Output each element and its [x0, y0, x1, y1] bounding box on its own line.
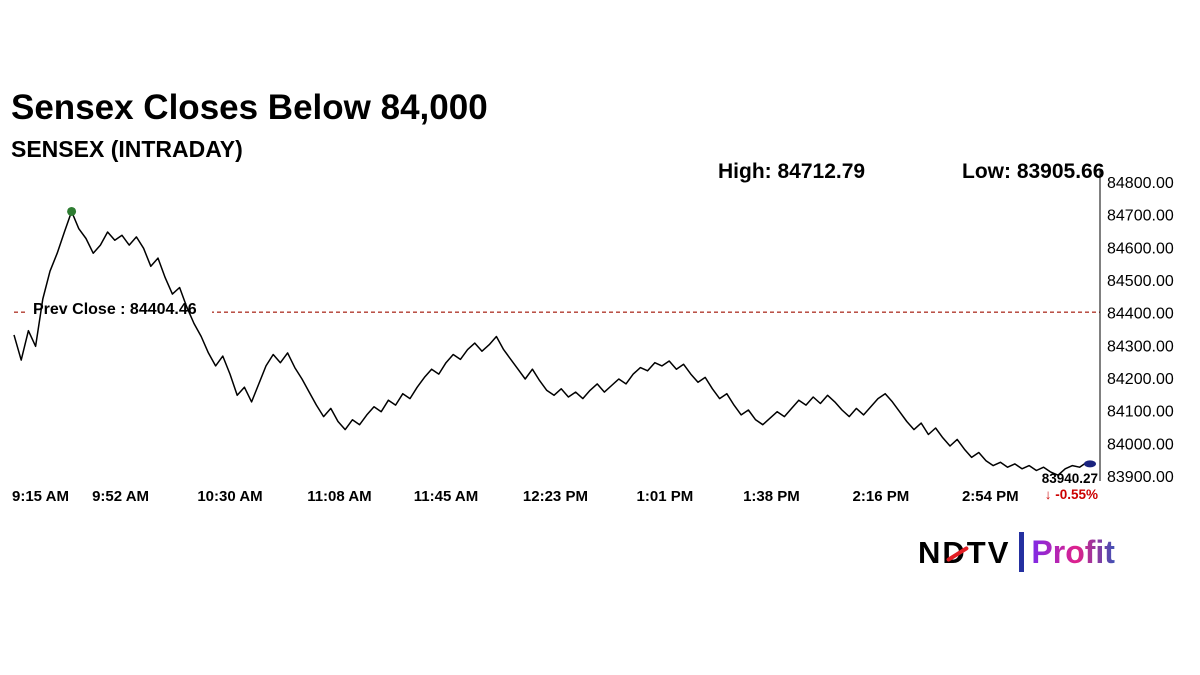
x-axis-label: 10:30 AM — [197, 488, 262, 505]
y-axis-label: 84100.00 — [1107, 404, 1174, 421]
logo-separator-bar — [1019, 532, 1025, 572]
profit-wordmark: Profit — [1031, 534, 1115, 570]
x-axis-label: 11:08 AM — [307, 488, 371, 505]
y-axis-label: 84000.00 — [1107, 436, 1174, 453]
y-axis-label: 84400.00 — [1107, 306, 1174, 323]
y-axis-label: 84600.00 — [1107, 240, 1174, 257]
y-axis-label: 84700.00 — [1107, 208, 1174, 225]
prev-close-label: Prev Close : 84404.46 — [33, 301, 197, 318]
x-axis-label: 1:01 PM — [637, 488, 694, 505]
x-axis-label: 11:45 AM — [414, 488, 478, 505]
y-axis-label: 83900.00 — [1107, 469, 1174, 486]
last-price-label: 83940.27 — [1042, 471, 1098, 486]
x-axis-label: 9:52 AM — [92, 488, 149, 505]
low-value-label: Low: 83905.66 — [962, 160, 1105, 183]
ndtv-profit-logo: NDTV Profit — [918, 528, 1115, 576]
high-value-label: High: 84712.79 — [718, 160, 866, 183]
last-price-marker — [1084, 460, 1096, 468]
ndtv-wordmark-wrap: NDTV — [918, 537, 1010, 568]
y-axis-label: 84800.00 — [1107, 175, 1174, 192]
x-axis-label: 1:38 PM — [743, 488, 800, 505]
x-axis-label: 2:16 PM — [853, 488, 910, 505]
y-axis-label: 84500.00 — [1107, 273, 1174, 290]
x-axis-label: 12:23 PM — [523, 488, 588, 505]
y-axis-label: 84300.00 — [1107, 338, 1174, 355]
prev-close-label-bg — [26, 299, 212, 316]
day-high-marker — [67, 206, 77, 216]
page-title: Sensex Closes Below 84,000 — [11, 88, 488, 128]
change-percent-label: ↓ -0.55% — [1045, 487, 1098, 502]
x-axis-label: 2:54 PM — [962, 488, 1019, 505]
chart-subtitle: SENSEX (INTRADAY) — [11, 136, 243, 163]
y-axis-label: 84200.00 — [1107, 371, 1174, 388]
x-axis-label: 9:15 AM — [12, 488, 69, 505]
price-line — [13, 210, 1095, 476]
